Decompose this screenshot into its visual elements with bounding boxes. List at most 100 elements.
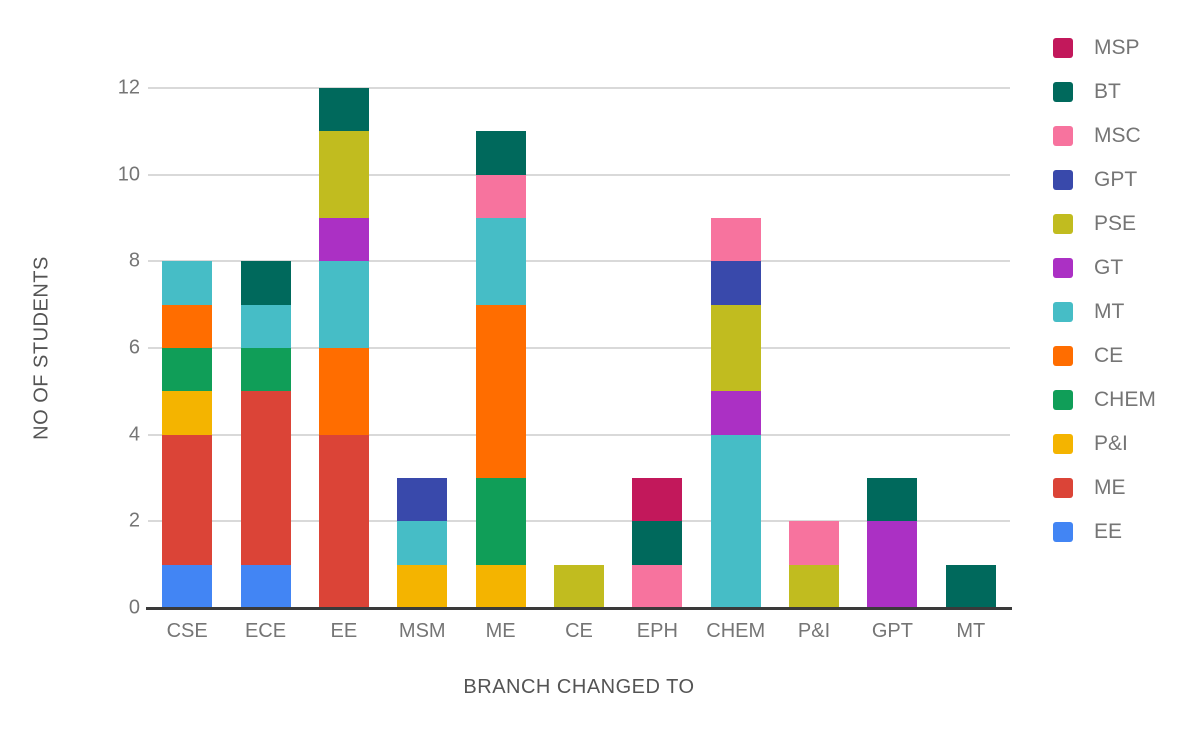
bar-segment-gpt	[710, 261, 761, 305]
bar-segment-gt	[710, 391, 761, 435]
gridline	[148, 433, 1010, 436]
bar-segment-gpt	[397, 478, 448, 522]
bar-segment-mt	[710, 434, 761, 608]
x-tick-label: ME	[485, 620, 516, 642]
bar-segment-ee	[162, 564, 213, 608]
bar-slot-me	[461, 88, 539, 608]
bar-segment-msc	[632, 564, 683, 608]
bar-segment-bt	[632, 521, 683, 565]
bar-segment-mt	[318, 261, 369, 349]
legend-swatch	[1053, 82, 1073, 102]
gridline	[148, 260, 1010, 263]
gridline	[148, 520, 1010, 523]
stacked-bar	[318, 88, 369, 608]
bar-segment-chem	[475, 478, 526, 565]
bar-segment-pi	[475, 564, 526, 608]
legend-label: MSP	[1094, 36, 1140, 59]
legend-label: ME	[1094, 476, 1126, 499]
y-tick-label: 10	[117, 163, 140, 186]
bar-segment-me	[162, 434, 213, 565]
x-tick-label: CSE	[166, 620, 208, 642]
legend-swatch	[1053, 522, 1073, 542]
x-tick-label: MT	[956, 620, 986, 642]
bar-segment-ce	[162, 304, 213, 349]
legend-swatch	[1053, 302, 1073, 322]
x-tick-label: CE	[565, 620, 593, 642]
bar-slot-eph	[618, 88, 696, 608]
stacked-bar	[789, 521, 840, 608]
legend-item-pi: P&I	[1053, 432, 1156, 456]
legend-swatch	[1053, 170, 1073, 190]
bar-segment-ee	[240, 564, 291, 608]
plot-area	[148, 87, 1010, 608]
stacked-bar	[710, 218, 761, 608]
bar-segment-bt	[945, 564, 996, 608]
bar-segment-pse	[553, 564, 604, 608]
x-tick-label: GPT	[871, 620, 913, 642]
x-tick-label: MSM	[398, 620, 446, 642]
legend-label: PSE	[1094, 212, 1137, 235]
bar-slot-mt	[932, 88, 1010, 608]
stacked-bar	[632, 478, 683, 608]
legend-label: CE	[1094, 344, 1124, 367]
legend: MSP BT MSC GPT PSE GT MT CE CHEM P&I ME EE	[1053, 36, 1156, 564]
legend-swatch	[1053, 214, 1073, 234]
stacked-bar	[553, 564, 604, 608]
bar-segment-chem	[162, 348, 213, 392]
bar-segment-bt	[318, 88, 369, 132]
legend-item-msc: MSC	[1053, 124, 1156, 148]
legend-label: MT	[1094, 300, 1125, 323]
legend-item-chem: CHEM	[1053, 388, 1156, 412]
bar-segment-bt	[867, 478, 918, 522]
stacked-bar	[240, 261, 291, 608]
bar-segment-gt	[867, 521, 918, 608]
y-tick-label: 2	[128, 509, 140, 532]
y-tick-label: 4	[128, 423, 140, 446]
bar-slot-cse	[148, 88, 226, 608]
legend-item-bt: BT	[1053, 80, 1156, 104]
gridline	[148, 87, 1010, 89]
bar-segment-mt	[475, 218, 526, 305]
legend-swatch	[1053, 38, 1073, 58]
bar-segment-msp	[632, 478, 683, 522]
legend-swatch	[1053, 258, 1073, 278]
legend-label: GPT	[1094, 168, 1138, 191]
legend-swatch	[1053, 346, 1073, 366]
bar-slot-pi	[775, 88, 853, 608]
stacked-bar	[475, 131, 526, 608]
bar-segment-pi	[162, 391, 213, 435]
bar-segment-msc	[789, 521, 840, 565]
legend-swatch	[1053, 390, 1073, 410]
bar-segment-bt	[240, 261, 291, 305]
legend-item-ce: CE	[1053, 344, 1156, 368]
legend-item-me: ME	[1053, 476, 1156, 500]
x-tick-label: CHEM	[706, 620, 766, 642]
legend-swatch	[1053, 478, 1073, 498]
x-tick-label: EPH	[636, 620, 678, 642]
bar-slot-ee	[305, 88, 383, 608]
stacked-bar	[867, 478, 918, 608]
y-tick-label: 12	[117, 76, 140, 99]
legend-item-gpt: GPT	[1053, 168, 1156, 192]
x-axis-baseline	[146, 607, 1012, 610]
legend-item-pse: PSE	[1053, 212, 1156, 236]
bars	[148, 88, 1010, 608]
legend-label: GT	[1094, 256, 1124, 279]
y-axis-title: NO OF STUDENTS	[30, 256, 53, 440]
bar-slot-ce	[540, 88, 618, 608]
bar-segment-bt	[475, 131, 526, 175]
legend-item-msp: MSP	[1053, 36, 1156, 60]
legend-item-gt: GT	[1053, 256, 1156, 280]
legend-label: EE	[1094, 520, 1123, 543]
bar-segment-pse	[710, 304, 761, 392]
bar-segment-pi	[397, 564, 448, 608]
bar-segment-mt	[397, 521, 448, 565]
bar-segment-me	[318, 434, 369, 608]
legend-label: CHEM	[1094, 388, 1156, 411]
legend-swatch	[1053, 434, 1073, 454]
x-axis-tick-labels: CSE ECE EE MSM ME CE EPH CHEM P&I GPT MT	[148, 620, 1010, 643]
legend-item-ee: EE	[1053, 520, 1156, 544]
x-tick-label: EE	[330, 620, 358, 642]
legend-swatch	[1053, 126, 1073, 146]
